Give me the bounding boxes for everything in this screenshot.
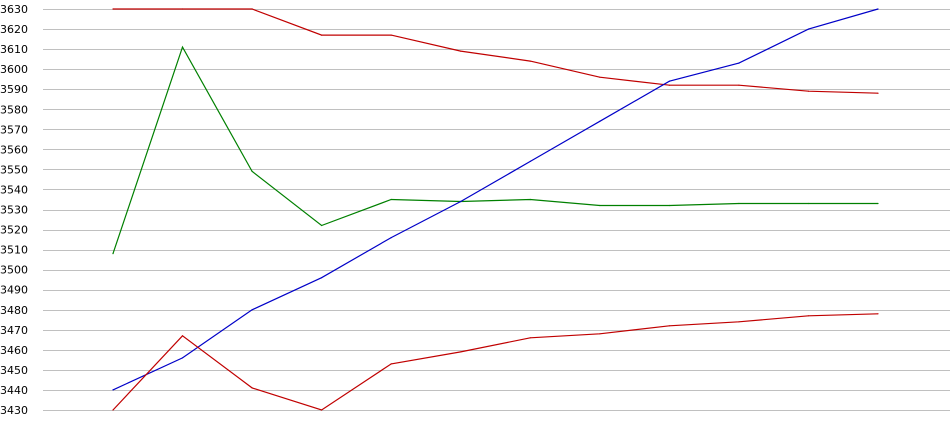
series-3-point bbox=[251, 309, 253, 311]
series-4-point bbox=[321, 409, 323, 411]
y-tick-label: 3610 bbox=[0, 43, 28, 56]
y-tick-label: 3580 bbox=[0, 103, 28, 116]
series-4-point bbox=[460, 351, 462, 353]
series-2-point bbox=[112, 253, 114, 255]
y-tick-label: 3530 bbox=[0, 204, 28, 217]
y-tick-label: 3630 bbox=[0, 3, 28, 16]
y-tick-label: 3540 bbox=[0, 183, 28, 196]
series-3-point bbox=[599, 120, 601, 122]
series-2-point bbox=[181, 46, 184, 48]
series-4-point bbox=[181, 335, 184, 337]
series-3-point bbox=[460, 200, 462, 203]
y-tick-label: 3590 bbox=[0, 83, 28, 96]
series-2-line bbox=[112, 45, 878, 254]
series-4-point bbox=[738, 321, 740, 323]
series-1-point bbox=[251, 8, 253, 10]
series-1-point bbox=[460, 50, 462, 52]
y-tick-label: 3620 bbox=[0, 23, 28, 36]
series-2-point bbox=[738, 202, 740, 205]
series-2-point bbox=[807, 202, 810, 205]
series-4-point bbox=[668, 325, 671, 327]
series-3-point bbox=[738, 62, 740, 64]
series-3 bbox=[112, 8, 879, 391]
series-1-point bbox=[807, 90, 810, 92]
series-1-line bbox=[113, 8, 879, 94]
series-3-point bbox=[668, 80, 671, 82]
y-tick-label: 3550 bbox=[0, 163, 28, 176]
y-tick-label: 3490 bbox=[0, 284, 28, 297]
y-tick-label: 3520 bbox=[0, 224, 28, 237]
series-1-point bbox=[321, 34, 323, 36]
y-tick-label: 3510 bbox=[0, 244, 28, 257]
y-tick-label: 3450 bbox=[0, 364, 28, 377]
series-4 bbox=[112, 313, 879, 411]
y-tick-label: 3480 bbox=[0, 304, 28, 317]
series-3-point bbox=[529, 160, 531, 162]
y-tick-label: 3500 bbox=[0, 264, 28, 277]
series-4-point bbox=[529, 337, 531, 339]
series-2-point bbox=[599, 204, 601, 207]
series-2-point bbox=[390, 198, 392, 201]
series-4-point bbox=[112, 409, 114, 411]
series-4-point bbox=[390, 363, 392, 365]
series-3-point bbox=[390, 237, 392, 239]
series-1-point bbox=[181, 8, 184, 10]
series-3-point bbox=[181, 357, 184, 359]
series-2 bbox=[112, 45, 879, 255]
series-1-point bbox=[390, 34, 392, 36]
series-lines bbox=[112, 8, 879, 411]
series-2-point bbox=[877, 202, 879, 205]
series-2-point bbox=[321, 224, 323, 227]
series-3-point bbox=[807, 28, 810, 30]
series-1-point bbox=[738, 84, 740, 86]
y-tick-label: 3460 bbox=[0, 344, 28, 357]
series-4-line bbox=[112, 313, 879, 411]
gridlines bbox=[43, 9, 950, 411]
series-2-point bbox=[251, 170, 253, 172]
series-3-line bbox=[112, 8, 879, 391]
series-1-point bbox=[112, 8, 114, 10]
series-3-point bbox=[112, 389, 114, 391]
series-1-point bbox=[599, 76, 601, 78]
series-1-point bbox=[529, 60, 531, 62]
y-tick-label: 3600 bbox=[0, 63, 28, 76]
series-4-point bbox=[877, 313, 879, 315]
series-3-point bbox=[877, 8, 879, 10]
y-tick-label: 3570 bbox=[0, 123, 28, 136]
y-tick-label: 3470 bbox=[0, 324, 28, 337]
series-1-point bbox=[877, 92, 879, 94]
series-1-point bbox=[668, 84, 671, 86]
y-tick-label: 3560 bbox=[0, 143, 28, 156]
series-4-point bbox=[251, 387, 253, 389]
series-2-point bbox=[529, 198, 531, 201]
series-2-point bbox=[668, 204, 671, 207]
y-tick-label: 3430 bbox=[0, 404, 28, 417]
series-4-point bbox=[599, 333, 601, 335]
y-tick-label: 3440 bbox=[0, 384, 28, 397]
series-3-point bbox=[321, 277, 323, 279]
y-axis-tick-labels: 3630 3620 3610 3600 3590 3580 3570 3560 3550 3540… bbox=[0, 3, 28, 417]
series-4-point bbox=[807, 315, 810, 317]
series-1 bbox=[112, 8, 879, 94]
